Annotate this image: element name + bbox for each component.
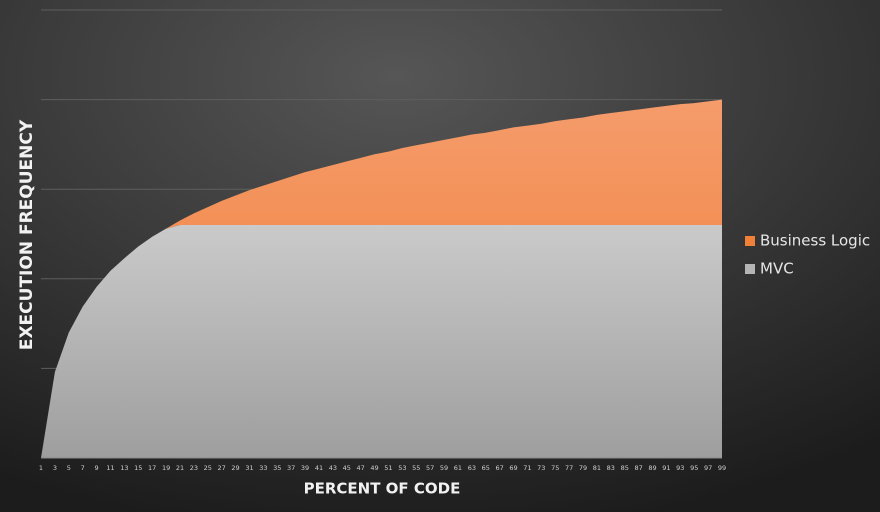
x-tick-label: 91: [662, 464, 670, 472]
x-tick-label: 83: [607, 464, 615, 472]
legend-label: Business Logic: [760, 232, 870, 250]
x-tick-label: 21: [176, 464, 184, 472]
x-tick-label: 93: [676, 464, 684, 472]
legend-swatch: [745, 264, 755, 274]
x-tick-label: 61: [454, 464, 462, 472]
area: [41, 99, 722, 458]
x-tick-label: 27: [218, 464, 226, 472]
x-tick-label: 3: [53, 464, 57, 472]
x-tick-label: 17: [148, 464, 156, 472]
x-tick-label: 11: [106, 464, 114, 472]
x-tick-label: 1: [39, 464, 43, 472]
x-tick-label: 31: [245, 464, 253, 472]
x-tick-label: 65: [482, 464, 490, 472]
legend-label: MVC: [760, 260, 794, 278]
legend-swatch: [745, 236, 755, 246]
x-tick-label: 81: [593, 464, 601, 472]
x-tick-label: 63: [468, 464, 476, 472]
x-tick-label: 37: [287, 464, 295, 472]
x-tick-label: 15: [134, 464, 142, 472]
x-tick-label: 75: [551, 464, 559, 472]
x-tick-label: 39: [301, 464, 309, 472]
x-tick-label: 71: [523, 464, 531, 472]
x-tick-label: 67: [495, 464, 503, 472]
x-tick-label: 55: [412, 464, 420, 472]
x-tick-label: 43: [329, 464, 337, 472]
x-tick-label: 89: [648, 464, 656, 472]
x-axis-title: PERCENT OF CODE: [304, 480, 461, 498]
x-tick-label: 57: [426, 464, 434, 472]
y-axis-title: EXECUTION FREQUENCY: [17, 119, 37, 350]
x-tick-label: 73: [537, 464, 545, 472]
x-tick-label: 25: [204, 464, 212, 472]
x-tick-label: 7: [81, 464, 85, 472]
x-tick-label: 47: [357, 464, 365, 472]
x-tick-label: 69: [509, 464, 517, 472]
x-tick-label: 49: [370, 464, 378, 472]
area: [41, 225, 722, 458]
x-tick-label: 19: [162, 464, 170, 472]
x-tick-label: 33: [259, 464, 267, 472]
x-tick-label: 79: [579, 464, 587, 472]
x-tick-label: 35: [273, 464, 281, 472]
x-tick-label: 41: [315, 464, 323, 472]
x-tick-label: 85: [621, 464, 629, 472]
x-tick-label: 95: [690, 464, 698, 472]
x-tick-label: 99: [718, 464, 726, 472]
x-tick-label: 29: [231, 464, 239, 472]
x-tick-label: 87: [634, 464, 642, 472]
x-tick-label: 51: [384, 464, 392, 472]
x-tick-label: 59: [440, 464, 448, 472]
x-tick-label: 13: [120, 464, 128, 472]
x-tick-label: 53: [398, 464, 406, 472]
x-tick-label: 23: [190, 464, 198, 472]
x-tick-label: 45: [343, 464, 351, 472]
x-tick-label: 5: [67, 464, 71, 472]
x-tick-label: 9: [95, 464, 99, 472]
x-tick-label: 97: [704, 464, 712, 472]
x-tick-label: 77: [565, 464, 573, 472]
